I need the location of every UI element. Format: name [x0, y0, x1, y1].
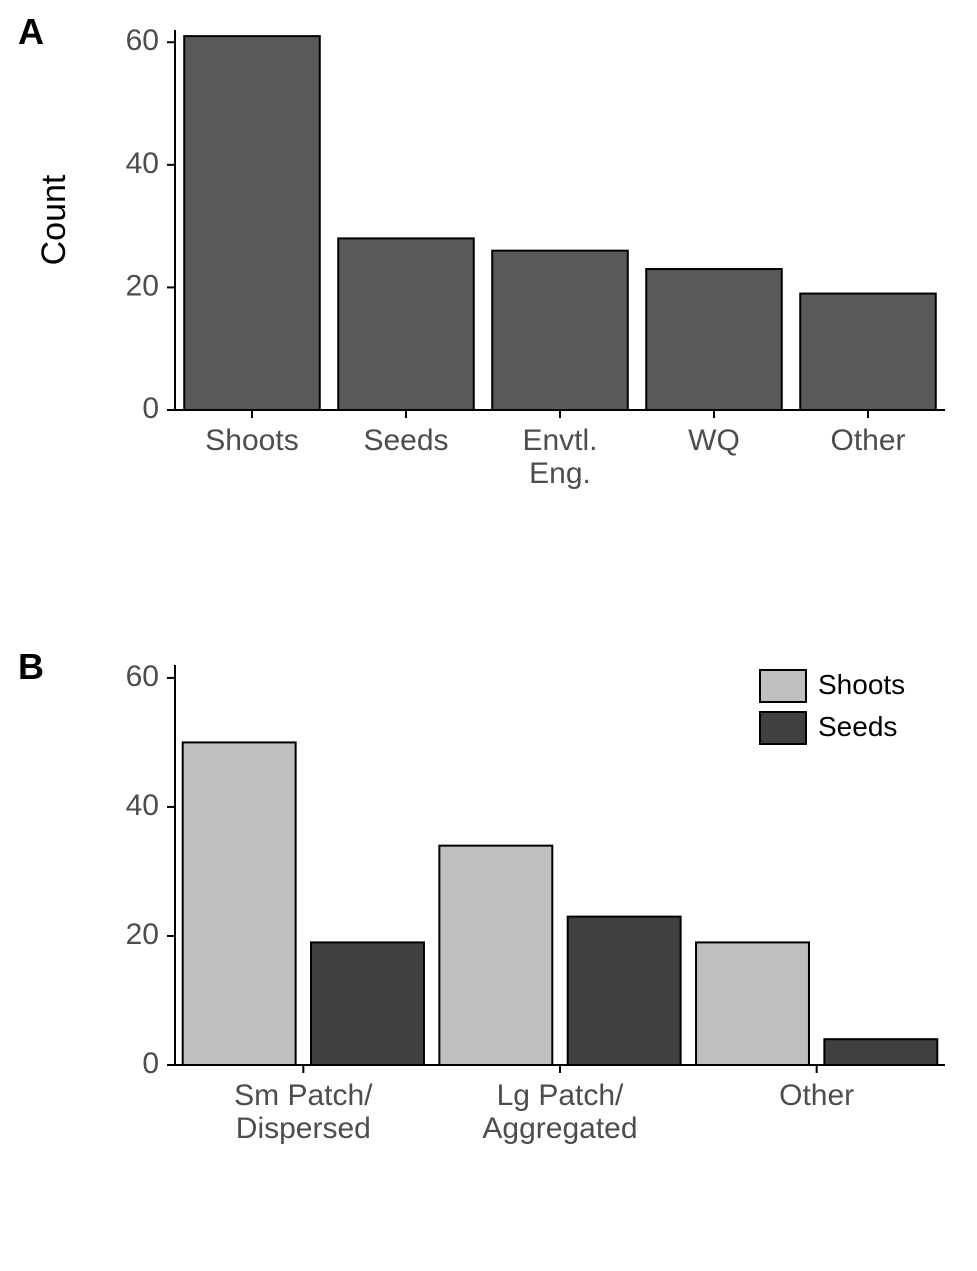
- bar: [311, 942, 424, 1065]
- y-axis-label: Count: [35, 174, 73, 265]
- x-tick-label: Sm Patch/Dispersed: [234, 1079, 373, 1145]
- figure-svg: A 0 20 40 60 Shoots Seeds Envtl.Eng. WQ Other Coun…: [0, 0, 977, 1271]
- legend-label: Seeds: [818, 711, 897, 742]
- legend-label: Shoots: [818, 669, 905, 700]
- y-tick-label: 60: [126, 660, 159, 693]
- bar: [338, 238, 474, 410]
- y-tick-label: 20: [126, 918, 159, 951]
- bar: [492, 251, 628, 410]
- panel-b-label: B: [18, 646, 44, 687]
- y-tick-label: 40: [126, 789, 159, 822]
- x-tick-label: WQ: [688, 424, 740, 457]
- bar: [184, 36, 320, 410]
- bar: [646, 269, 782, 410]
- x-tick-label: Lg Patch/Aggregated: [482, 1079, 637, 1145]
- bar: [696, 942, 809, 1065]
- x-tick-label: Other: [779, 1079, 854, 1112]
- x-tick-label: Seeds: [363, 424, 448, 457]
- legend-swatch: [760, 670, 806, 702]
- figure-page: A 0 20 40 60 Shoots Seeds Envtl.Eng. WQ Other Coun…: [0, 0, 977, 1271]
- legend-swatch: [760, 712, 806, 744]
- y-tick-label: 20: [126, 269, 159, 302]
- x-tick-label: Envtl.Eng.: [522, 424, 597, 490]
- x-tick-label: Other: [830, 424, 905, 457]
- panel-a-label: A: [18, 11, 44, 52]
- bar: [183, 742, 296, 1065]
- y-tick-label: 40: [126, 147, 159, 180]
- bar: [568, 917, 681, 1065]
- y-tick-label: 0: [142, 392, 159, 425]
- y-tick-label: 0: [142, 1047, 159, 1080]
- bar: [824, 1039, 937, 1065]
- bar: [800, 294, 936, 410]
- y-tick-label: 60: [126, 24, 159, 57]
- bar: [439, 846, 552, 1065]
- x-tick-label: Shoots: [205, 424, 298, 457]
